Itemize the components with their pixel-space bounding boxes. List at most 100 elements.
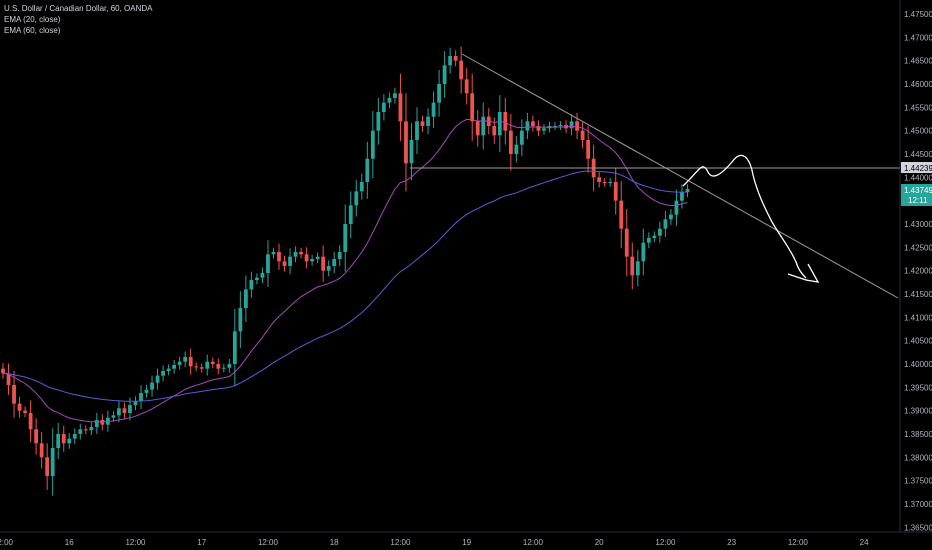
candle-body	[17, 403, 22, 411]
candle-body	[536, 126, 541, 131]
time-tick-label: 12:00	[0, 538, 14, 547]
candle-body	[608, 182, 613, 183]
candle-body	[271, 252, 276, 255]
candle-body	[194, 366, 199, 368]
candle-body	[188, 357, 193, 367]
candle-body	[133, 401, 138, 406]
candle-body	[553, 126, 557, 127]
price-tick-label: 1.41500	[904, 290, 932, 299]
candle-body	[387, 98, 392, 103]
ema20-line	[2, 118, 688, 423]
candle-body	[28, 413, 33, 430]
candle-body	[1, 368, 5, 374]
time-tick-label: 19	[462, 538, 471, 547]
candle-body	[293, 252, 298, 257]
price-axis[interactable]: 1.47500 1.47000 1.46500 1.46000 1.45500 1.450…	[899, 0, 932, 532]
candles-layer	[1, 46, 690, 496]
candle-body	[282, 261, 287, 266]
candle-body	[613, 182, 618, 201]
price-tick-label: 1.37000	[904, 500, 932, 509]
candle-body	[597, 177, 602, 182]
candle-body	[117, 408, 121, 416]
candle-body	[663, 219, 668, 229]
price-tick-label: 1.44500	[904, 150, 932, 159]
candle-body	[67, 438, 72, 444]
time-tick-label: 12:00	[390, 538, 411, 547]
candle-body	[580, 130, 585, 140]
candle-body	[657, 228, 662, 236]
price-tick-label: 1.46000	[904, 80, 932, 89]
candle-body	[144, 389, 149, 393]
candle-body	[519, 130, 524, 145]
candle-body	[255, 277, 259, 280]
candle-body	[635, 261, 640, 276]
candle-body	[221, 367, 226, 369]
time-tick-label: 17	[197, 538, 206, 547]
candle-body	[646, 238, 651, 243]
price-tick-label: 1.38000	[904, 453, 932, 462]
ema60-line	[2, 170, 688, 402]
time-tick-label: 12:00	[655, 538, 676, 547]
candle-body	[531, 121, 535, 126]
candle-body	[354, 191, 359, 206]
time-tick-label: 12:00	[523, 538, 544, 547]
candle-body	[426, 116, 430, 126]
time-tick-label: 16	[65, 538, 74, 547]
candle-body	[575, 121, 579, 131]
countdown-text: 12:11	[908, 196, 928, 205]
candle-body	[150, 382, 154, 390]
candle-body	[586, 140, 591, 159]
candle-body	[448, 56, 453, 66]
candle-body	[243, 289, 248, 308]
candle-body	[199, 367, 204, 369]
trendline[interactable]	[461, 53, 899, 299]
candle-body	[326, 266, 331, 271]
candle-body	[503, 112, 508, 131]
candle-body	[45, 457, 50, 476]
time-tick-label: 23	[727, 538, 736, 547]
candle-body	[669, 214, 673, 220]
candle-body	[78, 429, 83, 434]
candle-body	[470, 93, 475, 122]
candle-body	[39, 443, 44, 458]
candle-body	[299, 252, 303, 255]
candle-body	[359, 182, 364, 192]
candle-body	[210, 361, 215, 364]
candle-body	[393, 93, 397, 98]
candle-body	[304, 254, 309, 262]
candle-body	[205, 361, 210, 369]
candle-body	[420, 121, 425, 126]
time-tick-label: 12:00	[125, 538, 146, 547]
level-price-tag	[901, 162, 932, 173]
candle-body	[409, 140, 414, 164]
candle-body	[437, 84, 441, 103]
candle-body	[492, 126, 497, 136]
time-tick-label: 20	[595, 538, 604, 547]
candle-body	[232, 331, 237, 364]
candle-body	[514, 144, 519, 154]
candle-body	[6, 373, 11, 385]
candle-body	[172, 364, 177, 369]
price-tick-label: 1.47000	[904, 33, 932, 42]
candle-body	[453, 56, 458, 61]
candle-body	[249, 280, 254, 290]
candle-body	[542, 128, 546, 131]
candle-body	[277, 252, 281, 262]
candle-body	[481, 116, 486, 136]
projection-arrow[interactable]	[682, 154, 807, 279]
candle-body	[288, 256, 292, 266]
candle-body	[680, 192, 684, 201]
chart-legend: U.S. Dollar / Canadian Dollar, 60, OANDA…	[4, 3, 153, 36]
candle-body	[569, 121, 574, 129]
candle-body	[227, 364, 232, 368]
candle-body	[508, 130, 513, 154]
candle-body	[641, 242, 646, 262]
time-axis[interactable]: 12:00 16 12:00 17 12:00 18 12:00 19 12:00 20 12:00…	[0, 531, 932, 547]
price-tick-label: 1.45500	[904, 103, 932, 112]
price-tick-label: 1.37500	[904, 477, 932, 486]
price-tags: 1.44239 1.43749 12:11	[901, 162, 932, 206]
time-tick-label: 12:00	[258, 538, 279, 547]
candle-body	[332, 259, 337, 266]
candle-body	[337, 252, 342, 259]
